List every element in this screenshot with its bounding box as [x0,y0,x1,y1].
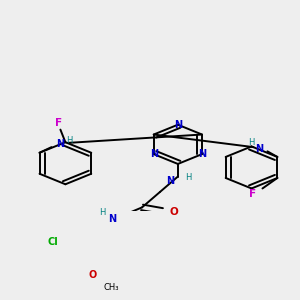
Text: O: O [88,270,96,280]
Text: N: N [108,214,116,224]
Text: H: H [184,173,191,182]
Text: O: O [169,207,178,217]
Text: CH₃: CH₃ [103,283,119,292]
Text: F: F [55,118,62,128]
Text: N: N [150,149,158,159]
Text: N: N [255,143,263,154]
Text: H: H [66,136,73,145]
Text: N: N [174,120,182,130]
Text: H: H [99,208,105,217]
Text: N: N [198,149,206,159]
Text: H: H [248,138,255,147]
Text: F: F [249,189,256,199]
Text: N: N [56,139,64,149]
Text: N: N [166,176,174,186]
Text: Cl: Cl [47,237,58,247]
